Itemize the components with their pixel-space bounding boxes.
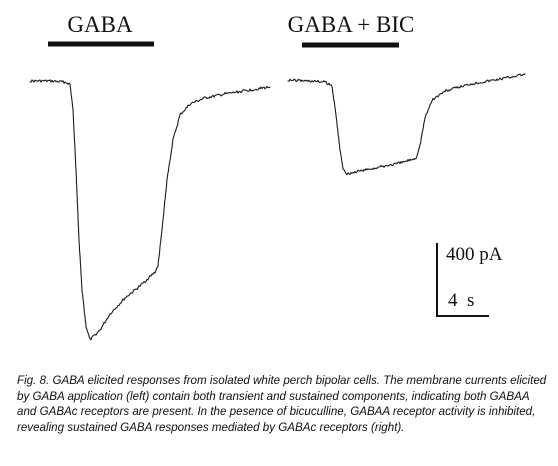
gaba-current-trace xyxy=(29,79,271,341)
figure-panel: GABA GABA + BIC 400 pA 4 s xyxy=(29,12,526,341)
scale-bar xyxy=(436,243,489,317)
gaba-bic-label: GABA + BIC xyxy=(288,12,415,37)
gaba-label: GABA xyxy=(67,12,133,37)
figure-caption: Fig. 8. GABA elicited responses from iso… xyxy=(17,374,547,434)
gaba-bic-current-trace xyxy=(287,73,526,176)
scale-current-label: 400 pA xyxy=(446,244,503,265)
scale-time-label: 4 s xyxy=(448,290,474,311)
